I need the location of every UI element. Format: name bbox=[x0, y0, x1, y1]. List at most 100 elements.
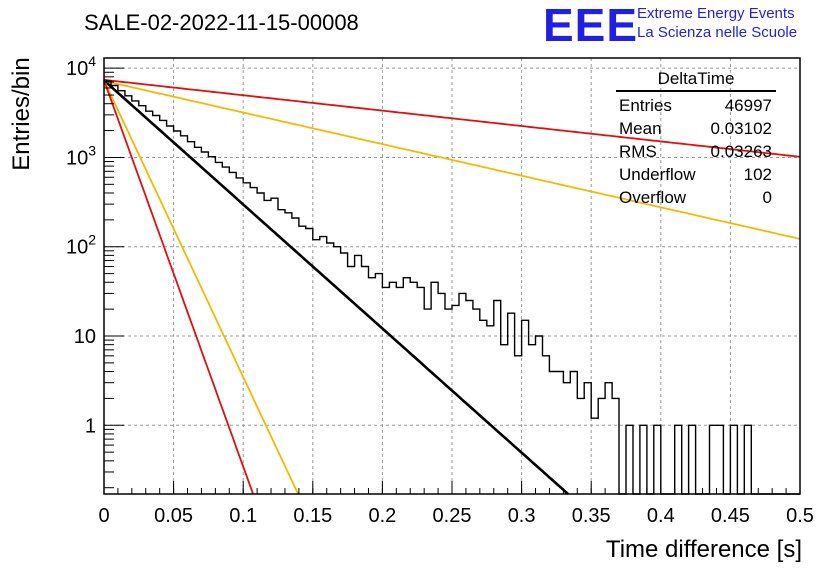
histogram-bin bbox=[612, 398, 619, 494]
histogram-bin bbox=[549, 372, 556, 495]
x-tick-label: 0.25 bbox=[433, 505, 472, 527]
histogram-bin bbox=[689, 425, 696, 494]
axis-tick-labels: 0 0.05 0.1 0.15 0.2 0.25 0.3 0.35 0.4 0.45 0.5 1 10 1… bbox=[66, 53, 814, 527]
fit-curve-orange-slow bbox=[103, 80, 801, 240]
stats-row-overflow: Overflow 0 bbox=[612, 186, 780, 209]
histogram-bin bbox=[341, 253, 348, 494]
stats-label: Entries bbox=[619, 96, 672, 115]
logo-line-2: La Scienza nelle Scuole bbox=[637, 24, 798, 41]
histogram-bin bbox=[591, 418, 598, 494]
histogram-bin bbox=[529, 345, 536, 494]
histogram-bin bbox=[563, 383, 570, 494]
histogram-bin bbox=[459, 293, 466, 494]
histogram-bin bbox=[417, 287, 424, 494]
stats-value: 46997 bbox=[724, 96, 772, 115]
histogram-bin bbox=[201, 152, 208, 494]
logo-line-1: Extreme Energy Events bbox=[637, 5, 795, 22]
histogram-bin bbox=[717, 425, 724, 494]
stats-box: DeltaTime Entries 46997 Mean 0.03102 RMS… bbox=[612, 68, 780, 209]
fit-curve-orange-fast bbox=[103, 80, 299, 495]
histogram-bin bbox=[299, 226, 306, 494]
histogram-bin bbox=[382, 287, 389, 494]
grid-lines bbox=[104, 58, 800, 494]
histogram-bin bbox=[522, 320, 529, 494]
stats-label: Mean bbox=[619, 119, 662, 138]
histogram-bin bbox=[334, 247, 341, 494]
x-tick-label: 0.45 bbox=[711, 505, 750, 527]
histogram-bin bbox=[153, 116, 160, 495]
histogram-bin bbox=[285, 213, 292, 494]
histogram-bin bbox=[104, 81, 111, 494]
histogram-bin bbox=[675, 425, 682, 494]
fit-curve-red-slow bbox=[103, 78, 801, 158]
histogram-bin bbox=[306, 229, 313, 495]
histogram-bin bbox=[195, 147, 202, 494]
x-tick-label: 0.1 bbox=[229, 505, 257, 527]
histogram-bin bbox=[577, 398, 584, 494]
stats-row-underflow: Underflow 102 bbox=[612, 163, 780, 186]
histogram-bin bbox=[626, 425, 633, 494]
histogram-bin bbox=[188, 142, 195, 494]
histogram-bin bbox=[744, 425, 751, 494]
x-axis-label: Time difference [s] bbox=[605, 536, 802, 563]
histogram-bin bbox=[369, 278, 376, 494]
fit-curves bbox=[103, 78, 801, 495]
y-tick-label: 104 bbox=[66, 53, 96, 80]
histogram-bin bbox=[208, 157, 215, 494]
histogram-bin bbox=[473, 309, 480, 494]
histogram-bin bbox=[501, 345, 508, 494]
histogram-bin bbox=[375, 274, 382, 494]
histogram-bin bbox=[410, 282, 417, 494]
histogram-bin bbox=[584, 383, 591, 494]
histogram-bin bbox=[431, 282, 438, 494]
stats-row-rms: RMS 0.03263 bbox=[612, 140, 780, 163]
histogram-bin bbox=[313, 240, 320, 494]
histogram-bin bbox=[250, 188, 257, 494]
histogram-bin bbox=[487, 326, 494, 494]
histogram-bin bbox=[264, 200, 271, 494]
fit-curve-fit bbox=[103, 79, 569, 495]
axis-ticks bbox=[103, 67, 801, 494]
y-tick-label: 103 bbox=[66, 142, 96, 169]
histogram-bin bbox=[389, 282, 396, 494]
histogram-bin bbox=[215, 162, 222, 494]
histogram-bin bbox=[167, 126, 174, 494]
histogram-bin bbox=[556, 372, 563, 495]
histogram-bin bbox=[362, 267, 369, 495]
histogram-bin bbox=[466, 301, 473, 495]
x-tick-label: 0.4 bbox=[647, 505, 675, 527]
histogram-bin bbox=[570, 372, 577, 495]
histogram-bin bbox=[452, 305, 459, 494]
histogram-bin bbox=[438, 293, 445, 494]
x-tick-label: 0.05 bbox=[154, 505, 193, 527]
stats-value: 102 bbox=[743, 165, 772, 184]
histogram-bin bbox=[111, 86, 118, 495]
histogram-bin bbox=[396, 287, 403, 494]
stats-value: 0.03263 bbox=[710, 142, 772, 161]
histogram-bin bbox=[174, 131, 181, 494]
eee-logo: EEE bbox=[543, 0, 639, 51]
histogram-bin bbox=[257, 193, 264, 494]
histogram-bin bbox=[480, 320, 487, 494]
histogram-bin bbox=[355, 255, 362, 494]
histogram-bin bbox=[605, 383, 612, 494]
histogram-title: SALE-02-2022-11-15-00008 bbox=[84, 10, 359, 35]
histogram-bin bbox=[292, 218, 299, 494]
stats-title: DeltaTime bbox=[616, 68, 776, 92]
y-tick-label: 102 bbox=[66, 232, 96, 259]
histogram-bin bbox=[160, 120, 167, 494]
x-tick-label: 0.35 bbox=[572, 505, 611, 527]
histogram-bin bbox=[494, 301, 501, 495]
stats-value: 0.03102 bbox=[710, 119, 772, 138]
histogram-bars bbox=[104, 80, 800, 495]
histogram-bin bbox=[508, 313, 515, 494]
histogram-bin bbox=[118, 91, 125, 494]
histogram-bin bbox=[222, 167, 229, 494]
histogram-bin bbox=[710, 425, 717, 494]
histogram-bin bbox=[403, 278, 410, 494]
stats-value: 0 bbox=[762, 188, 772, 207]
histogram-outline bbox=[104, 80, 800, 495]
stats-label: RMS bbox=[619, 142, 657, 161]
x-tick-label: 0.15 bbox=[293, 505, 332, 527]
stats-row-mean: Mean 0.03102 bbox=[612, 117, 780, 140]
